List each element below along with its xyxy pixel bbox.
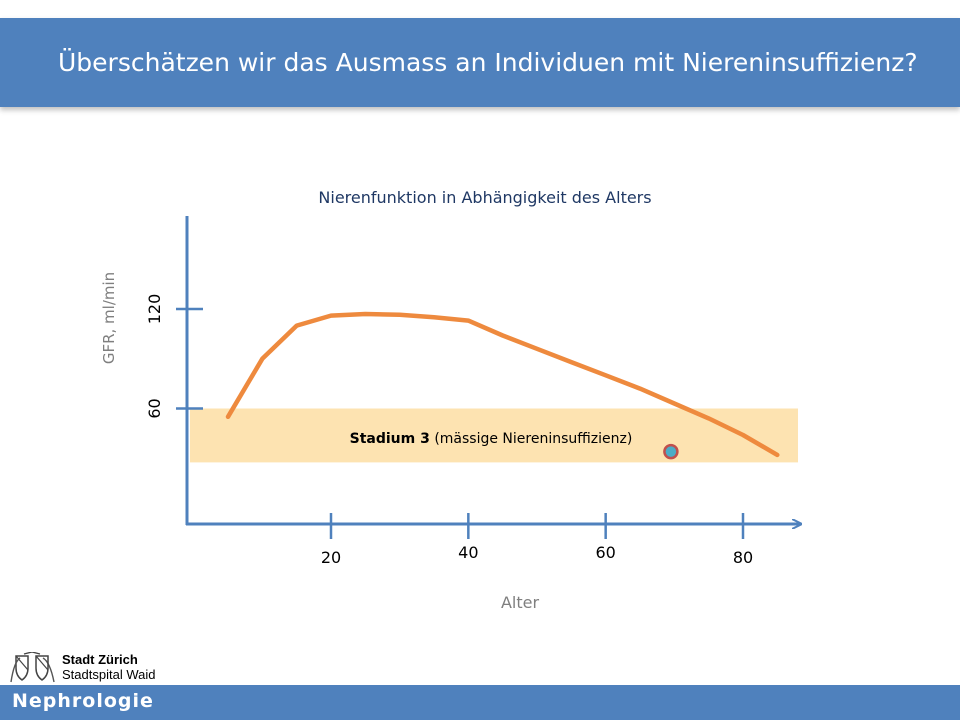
stage-3-label: Stadium 3 (mässige Niereninsuffizienz) bbox=[350, 431, 633, 447]
footer-label: Nephrologie bbox=[12, 690, 154, 712]
logo: Stadt Zürich Stadtspital Waid bbox=[10, 652, 180, 684]
x-tick-label: 20 bbox=[321, 548, 341, 567]
zurich-seal-icon bbox=[10, 652, 55, 683]
chart-title: Nierenfunktion in Abhängigkeit des Alter… bbox=[318, 188, 651, 207]
gfr-curve bbox=[225, 311, 780, 458]
y-axis-label: GFR, ml/min bbox=[100, 272, 118, 364]
footer-bar bbox=[0, 685, 960, 720]
slide-title: Überschätzen wir das Ausmass an Individu… bbox=[58, 48, 918, 77]
x-axis-label: Alter bbox=[501, 593, 540, 612]
logo-subtitle: Stadtspital Waid bbox=[62, 667, 156, 682]
x-tick-label: 60 bbox=[595, 543, 615, 562]
x-tick-label: 80 bbox=[733, 548, 753, 567]
y-tick-label: 120 bbox=[145, 294, 164, 325]
y-tick-label: 60 bbox=[145, 398, 164, 418]
title-bar bbox=[0, 18, 960, 107]
stage-3-band bbox=[190, 408, 798, 463]
x-tick-label: 40 bbox=[458, 543, 478, 562]
patient-marker bbox=[663, 443, 679, 460]
logo-name: Stadt Zürich bbox=[62, 652, 138, 667]
